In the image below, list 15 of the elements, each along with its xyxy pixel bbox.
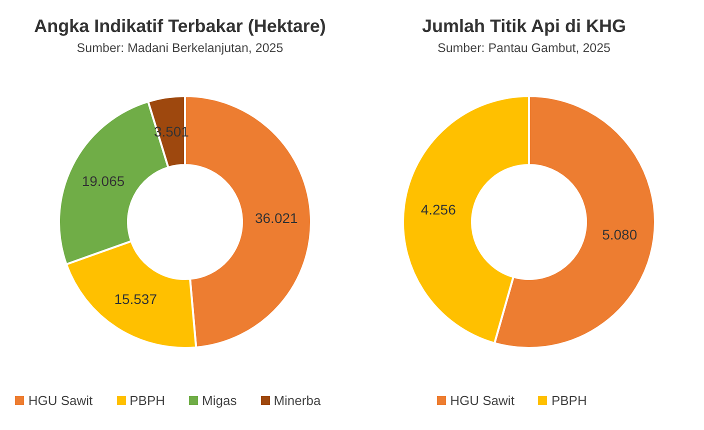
chart-title: Angka Indikatif Terbakar (Hektare) <box>33 16 327 37</box>
legend-label: HGU Sawit <box>28 393 93 408</box>
legend-label: HGU Sawit <box>450 393 514 408</box>
data-label: 19.065 <box>82 172 125 189</box>
legend-label: PBPH <box>551 393 587 408</box>
data-label: 15.537 <box>114 291 158 308</box>
legend-label: PBPH <box>130 393 166 408</box>
legend-label: Minerba <box>274 393 321 408</box>
data-label: 4.256 <box>420 201 456 218</box>
chart-subtitle: Sumber: Pantau Gambut, 2025 <box>436 41 612 55</box>
chart-subtitle: Sumber: Madani Berkelanjutan, 2025 <box>76 41 284 55</box>
data-label: 36.021 <box>254 210 298 226</box>
chart-title: Jumlah Titik Api di KHG <box>420 16 628 37</box>
legend-label: Migas <box>202 393 237 408</box>
data-label: 5.080 <box>602 226 638 243</box>
